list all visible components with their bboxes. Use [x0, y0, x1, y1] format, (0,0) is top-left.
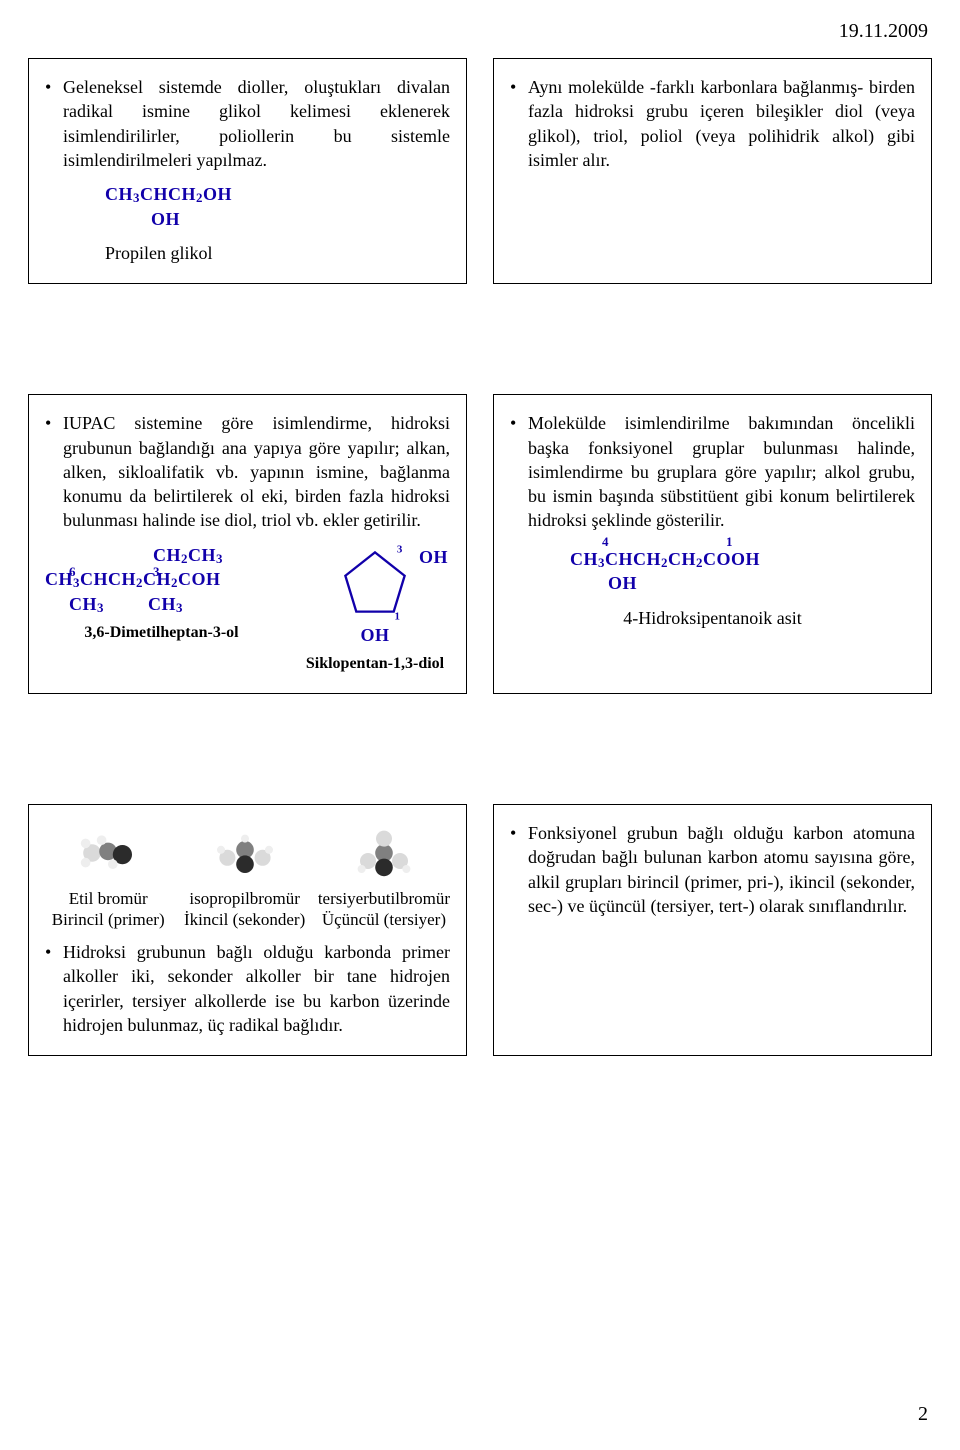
molecule-icon: [205, 829, 285, 877]
bullet-icon: •: [45, 940, 63, 1037]
cyclopentanediol-caption: Siklopentan-1,3-diol: [300, 653, 450, 675]
bullet-icon: •: [45, 75, 63, 172]
panel3-text: IUPAC sistemine göre isimlendirme, hidro…: [63, 411, 450, 532]
hydroxypentanoic-caption: 4-Hidroksipentanoik asit: [510, 606, 915, 630]
tertbutyl-bromide-model: tersiyerbutilbromür Üçüncül (tersiyer): [318, 829, 450, 930]
page-number: 2: [918, 1403, 928, 1426]
cyclopentanediol-block: 3 1 OH OH Siklopentan-1,3-diol: [300, 543, 450, 675]
model-1-name: isopropilbromür: [181, 889, 307, 909]
dimethylheptanol-caption: 3,6-Dimetilheptan-3-ol: [45, 622, 278, 644]
molecule-icon: [344, 829, 424, 877]
model-2-sub: Üçüncül (tersiyer): [318, 910, 450, 930]
panel4-text: Molekülde isimlendirilme bakımından önce…: [528, 411, 915, 532]
panel-diol-triol-definition: • Aynı molekülde -farklı karbonlara bağl…: [493, 58, 932, 284]
bullet-icon: •: [510, 821, 528, 918]
propylene-glycol-oh: OH: [105, 207, 450, 231]
page-date: 19.11.2009: [839, 20, 928, 43]
panel-bromide-classes: Etil bromür Birincil (primer) isopropilb…: [28, 804, 467, 1056]
isopropyl-bromide-model: isopropilbromür İkincil (sekonder): [181, 829, 307, 930]
panel-iupac-naming: • IUPAC sistemine göre isimlendirme, hid…: [28, 394, 467, 694]
model-0-sub: Birincil (primer): [45, 910, 171, 930]
panel5-text: Hidroksi grubunun bağlı olduğu karbonda …: [63, 940, 450, 1037]
bullet-icon: •: [510, 411, 528, 532]
model-2-name: tersiyerbutilbromür: [318, 889, 450, 909]
model-0-name: Etil bromür: [45, 889, 171, 909]
panel6-text: Fonksiyonel grubun bağlı olduğu karbon a…: [528, 821, 915, 918]
dimethylheptanol-block: CH2CH3 6 3 CH3CHCH2CH2COH CH3CH3 3,6-Dim…: [45, 543, 278, 675]
panel-priority-groups: • Molekülde isimlendirilme bakımından ön…: [493, 394, 932, 694]
panel1-text: Geleneksel sistemde dioller, oluştukları…: [63, 75, 450, 172]
svg-text:1: 1: [395, 610, 400, 621]
propylene-glycol-formula: CH3CHCH2OH: [105, 182, 450, 206]
panel-primary-secondary-tertiary: • Fonksiyonel grubun bağlı olduğu karbon…: [493, 804, 932, 1056]
bullet-icon: •: [45, 411, 63, 532]
cyclopent-oh-top: OH: [419, 545, 448, 569]
panel-traditional-naming: • Geleneksel sistemde dioller, oluştukla…: [28, 58, 467, 284]
propylene-glycol-caption: Propilen glikol: [45, 241, 450, 265]
ethyl-bromide-model: Etil bromür Birincil (primer): [45, 829, 171, 930]
cyclopent-oh-bot: OH: [360, 625, 389, 645]
hydroxypentanoic-oh: OH: [570, 571, 915, 595]
content-grid: • Geleneksel sistemde dioller, oluştukla…: [28, 58, 932, 1056]
svg-text:3: 3: [397, 543, 403, 555]
panel2-text: Aynı molekülde -farklı karbonlara bağlan…: [528, 75, 915, 172]
bullet-icon: •: [510, 75, 528, 172]
molecule-icon: [68, 829, 148, 877]
model-1-sub: İkincil (sekonder): [181, 910, 307, 930]
